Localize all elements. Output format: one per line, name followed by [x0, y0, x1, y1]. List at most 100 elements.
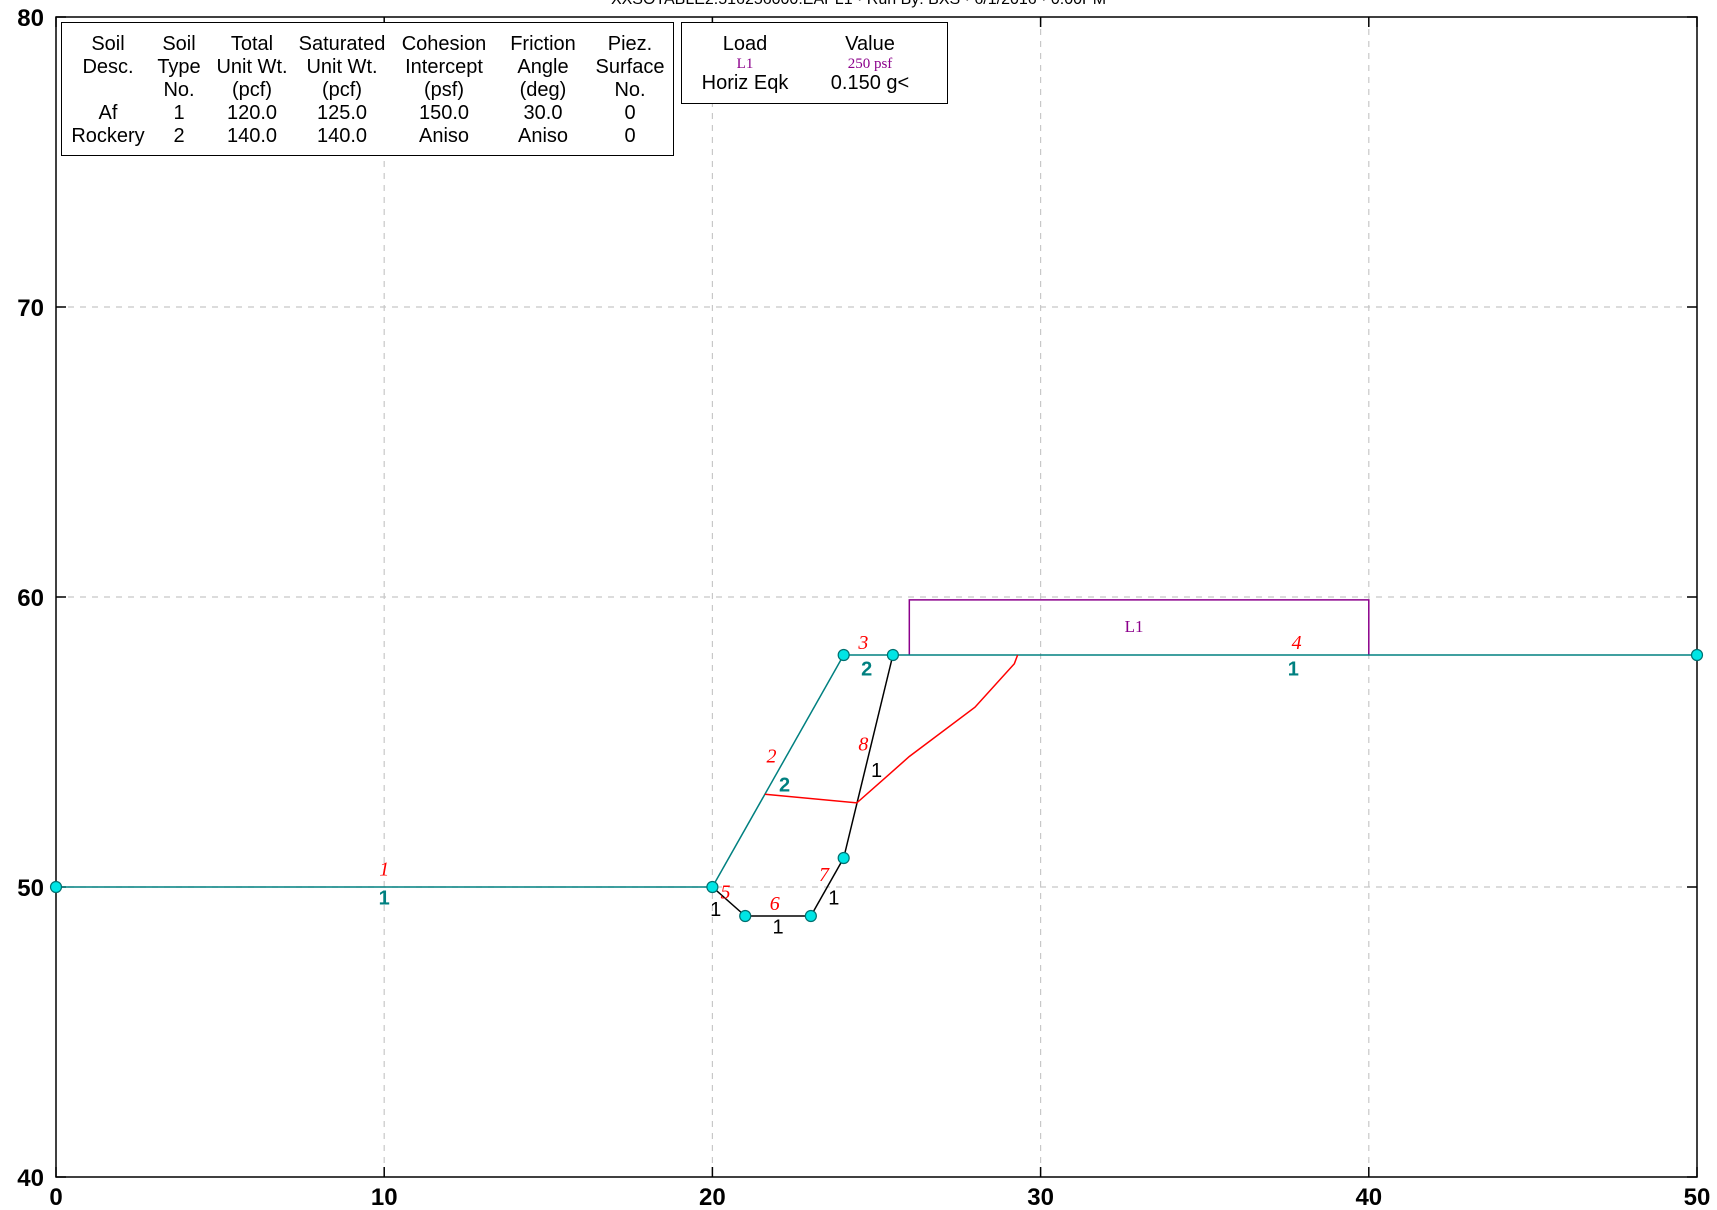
load-label: L1 [1125, 617, 1144, 636]
boundary-7 [810, 857, 845, 917]
boundary-node [837, 851, 850, 865]
soil-type-label: 1 [772, 916, 783, 938]
soil-type-label: 1 [1288, 658, 1299, 680]
x-tick-label: 30 [1027, 1184, 1054, 1210]
boundary-number-label: 4 [1292, 632, 1302, 654]
soil-table-cell: 0 [624, 102, 636, 124]
boundary-node [837, 648, 850, 662]
boundary-5 [711, 886, 746, 917]
boundary-2 [711, 654, 845, 888]
load-outline [908, 599, 1370, 655]
soil-table-header-cell: Type [157, 56, 201, 78]
failure-surface [764, 654, 1019, 804]
soil-table-cell: 2 [173, 125, 185, 147]
soil-table-header-cell: Soil [162, 33, 196, 55]
soil-table-cell: 150.0 [418, 102, 470, 124]
soil-table-header-row: No. (pcf) (pcf) (psf) (deg) No. [68, 79, 672, 102]
boundary-number-label: 1 [379, 858, 389, 880]
soil-table-header-cell: (psf) [424, 79, 464, 101]
boundary-number-label: 2 [766, 745, 776, 767]
run-header: XXSOTABLE2.516256000.EAPL1 · Run By: BXS… [0, 0, 1717, 9]
boundary-node [739, 909, 752, 923]
soil-table-cell: 140.0 [316, 125, 368, 147]
soil-table-header-cell: Intercept [405, 56, 483, 78]
soil-table-cell: 30.0 [523, 102, 563, 124]
soil-table-cell: 120.0 [226, 102, 278, 124]
x-tick-label: 10 [371, 1184, 398, 1210]
boundary-number-label: 8 [858, 734, 868, 756]
boundary-node [886, 648, 900, 662]
soil-grid: Soil Soil Total Saturated Cohesion Friction Pi… [68, 33, 672, 148]
soil-table-header-cell: Cohesion [401, 33, 487, 55]
boundary-number-label: 6 [770, 893, 780, 915]
soil-table-header-cell: (pcf) [232, 79, 272, 101]
load-table: Load Value L1 250 psf Horiz Eqk 0.150 g< [681, 22, 948, 104]
eqk-value: 0.150 g< [830, 72, 910, 94]
boundary-number-label: 7 [819, 864, 830, 886]
soil-table-cell: 0 [624, 125, 636, 147]
soil-table-cell: 140.0 [226, 125, 278, 147]
soil-table-cell: Rockery [71, 125, 145, 147]
x-tick-label: 20 [699, 1184, 726, 1210]
load-name: L1 [736, 56, 754, 72]
soil-table-header-cell: Soil [91, 33, 125, 55]
x-tick-label: 50 [1684, 1184, 1711, 1210]
soil-table-header-cell: (pcf) [322, 79, 362, 101]
soil-property-table: Soil Soil Total Saturated Cohesion Friction Pi… [61, 22, 674, 156]
soil-table-header-cell: Desc. [82, 56, 134, 78]
y-tick-label: 40 [17, 1165, 44, 1192]
boundary-node [1690, 648, 1704, 662]
soil-table-header-cell: (deg) [519, 79, 567, 101]
load-value: 250 psf [847, 56, 893, 72]
grid [56, 17, 1697, 1177]
soil-table-header-row: Soil Soil Total Saturated Cohesion Friction Pi… [68, 33, 672, 56]
load-grid: Load Value L1 250 psf Horiz Eqk 0.150 g< [688, 33, 938, 95]
boundary-node [706, 880, 719, 894]
soil-table-row: Rockery 2 140.0 140.0 Aniso Aniso 0 [68, 125, 672, 148]
soil-table-header-cell: Saturated [298, 33, 386, 55]
soil-type-label: 1 [379, 887, 390, 909]
failure-surface-group [764, 654, 1019, 804]
soil-table-header-cell: Piez. [607, 33, 653, 55]
boundary-number-label: 3 [857, 632, 868, 654]
soil-type-label: 1 [710, 899, 721, 921]
soil-table-header-cell: No. [614, 79, 646, 101]
soil-table-header-cell [68, 79, 148, 102]
boundary-node [804, 909, 817, 923]
soil-table-cell: Aniso [418, 125, 470, 147]
y-tick-label: 60 [17, 585, 44, 612]
boundary-node [49, 880, 63, 894]
y-tick-label: 50 [17, 875, 44, 902]
soil-type-label: 2 [779, 774, 790, 796]
soil-type-label: 1 [828, 887, 839, 909]
x-tick-label: 0 [49, 1184, 62, 1210]
soil-table-cell: Af [98, 102, 118, 124]
eqk-label: Horiz Eqk [701, 72, 789, 94]
soil-table-header-cell: Surface [595, 56, 665, 78]
soil-table-header-row: Desc. Type Unit Wt. Unit Wt. Intercept Angle S… [68, 56, 672, 79]
soil-table-header-cell: No. [163, 79, 195, 101]
soil-table-header-cell: Unit Wt. [216, 56, 288, 78]
y-tick-label: 80 [17, 5, 44, 32]
y-tick-label: 70 [17, 295, 44, 322]
surface-load: L1 [908, 599, 1370, 655]
soil-type-label: 1 [871, 760, 882, 782]
soil-table-cell: 125.0 [316, 102, 368, 124]
boundary-number-label: 5 [721, 882, 731, 904]
boundary-8 [842, 654, 894, 859]
value-header: Value [845, 33, 895, 55]
soil-table-header-cell: Unit Wt. [306, 56, 378, 78]
node-points [49, 648, 1704, 923]
x-tick-label: 40 [1355, 1184, 1382, 1210]
soil-table-header-cell: Friction [510, 33, 576, 55]
soil-table-row: Af 1 120.0 125.0 150.0 30.0 0 [68, 102, 672, 125]
soil-table-cell: Aniso [517, 125, 569, 147]
soil-table-header-cell: Angle [517, 56, 569, 78]
soil-table-header-cell: Total [230, 33, 274, 55]
soil-table-cell: 1 [173, 102, 185, 124]
boundary-lines [56, 654, 1697, 917]
